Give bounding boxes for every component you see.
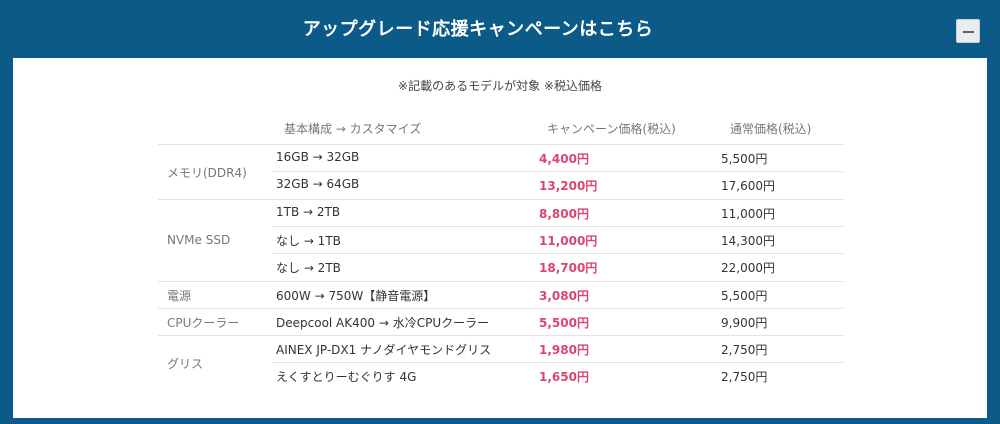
- regular-price-cell: 14,300円: [721, 234, 775, 248]
- group-divider: [158, 281, 843, 282]
- regular-price-cell: 5,500円: [721, 289, 768, 303]
- category-label: CPUクーラー: [167, 316, 240, 330]
- upgrade-cell: AINEX JP-DX1 ナノダイヤモンドグリス: [276, 343, 492, 357]
- upgrade-cell: 16GB → 32GB: [276, 150, 360, 164]
- regular-price-cell: 11,000円: [721, 207, 775, 221]
- campaign-price-cell: 1,650円: [539, 370, 589, 384]
- group-divider: [158, 308, 843, 309]
- category-label: 電源: [167, 289, 192, 303]
- campaign-price-cell: 8,800円: [539, 207, 589, 221]
- campaign-price-cell: 11,000円: [539, 234, 598, 248]
- campaign-price-cell: 18,700円: [539, 261, 598, 275]
- group-divider: [158, 335, 843, 336]
- column-header-upgrade: 基本構成 → カスタマイズ: [284, 122, 422, 136]
- upgrade-cell: 32GB → 64GB: [276, 177, 360, 191]
- campaign-price-cell: 3,080円: [539, 289, 589, 303]
- upgrade-cell: Deepcool AK400 → 水冷CPUクーラー: [276, 316, 490, 330]
- minus-icon: [963, 31, 974, 33]
- category-label: グリス: [167, 357, 204, 371]
- table-divider: [158, 144, 843, 145]
- campaign-header[interactable]: アップグレード応援キャンペーンはこちら: [0, 0, 1000, 58]
- category-label: メモリ(DDR4): [167, 166, 247, 180]
- regular-price-cell: 17,600円: [721, 179, 775, 193]
- collapse-button[interactable]: [956, 19, 980, 43]
- upgrade-cell: なし → 2TB: [276, 261, 341, 275]
- column-header-campaign-price: キャンペーン価格(税込): [547, 122, 676, 136]
- header-title: アップグレード応援キャンペーンはこちら: [302, 19, 654, 40]
- note-text: ※記載のあるモデルが対象 ※税込価格: [398, 79, 602, 93]
- table-header: 基本構成 → カスタマイズ キャンペーン価格(税込) 通常価格(税込): [13, 120, 987, 140]
- group-divider: [158, 199, 843, 200]
- regular-price-cell: 5,500円: [721, 152, 768, 166]
- row-divider: [272, 253, 843, 254]
- campaign-price-cell: 13,200円: [539, 179, 598, 193]
- upgrade-cell: えくすとりーむぐりす 4G: [276, 370, 417, 384]
- upgrade-cell: 1TB → 2TB: [276, 205, 341, 219]
- column-header-regular-price: 通常価格(税込): [730, 122, 812, 136]
- category-label: NVMe SSD: [167, 233, 231, 247]
- regular-price-cell: 2,750円: [721, 370, 768, 384]
- regular-price-cell: 22,000円: [721, 261, 775, 275]
- regular-price-cell: 2,750円: [721, 343, 768, 357]
- campaign-price-cell: 5,500円: [539, 316, 589, 330]
- row-divider: [272, 226, 843, 227]
- row-divider: [272, 362, 843, 363]
- row-divider: [272, 171, 843, 172]
- upgrade-cell: なし → 1TB: [276, 234, 341, 248]
- campaign-panel: ※記載のあるモデルが対象 ※税込価格 基本構成 → カスタマイズ キャンペーン価…: [13, 58, 987, 418]
- regular-price-cell: 9,900円: [721, 316, 768, 330]
- campaign-price-cell: 4,400円: [539, 152, 589, 166]
- campaign-price-cell: 1,980円: [539, 343, 589, 357]
- upgrade-cell: 600W → 750W【静音電源】: [276, 289, 436, 303]
